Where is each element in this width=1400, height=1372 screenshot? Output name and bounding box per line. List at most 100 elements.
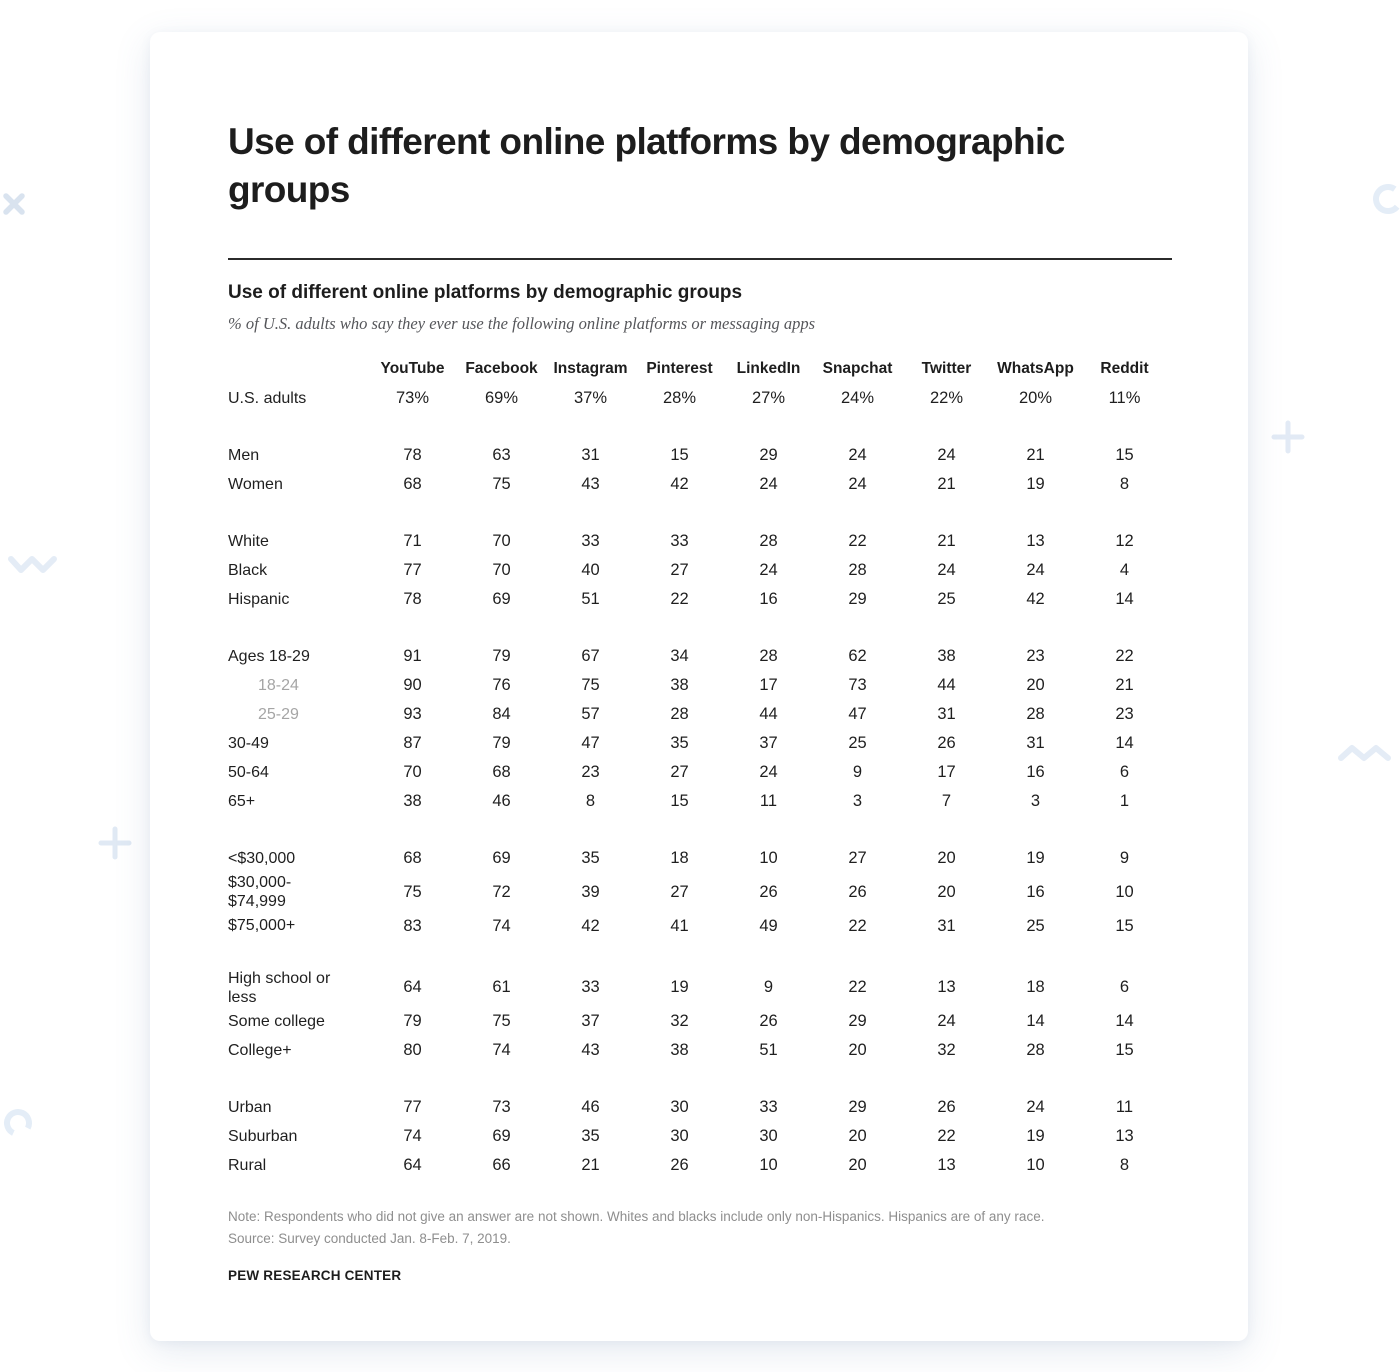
cell-value: 72 [492, 882, 511, 901]
cell-value: 90 [403, 676, 422, 695]
cell-value: 22 [848, 532, 867, 551]
cell-value: 64 [403, 1155, 422, 1174]
note-text: Note: Respondents who did not give an an… [228, 1208, 1045, 1224]
cell-value: 74 [492, 1040, 511, 1059]
cell-value: 9 [763, 978, 774, 997]
row-label: Women [228, 476, 283, 494]
cell-value: 79 [403, 1011, 422, 1030]
cell-value: 79 [492, 734, 511, 753]
cell-value: 62 [848, 647, 867, 666]
cell-value: 37 [759, 734, 778, 753]
cell-value: 21 [581, 1155, 600, 1174]
cell-value: 16 [759, 590, 778, 609]
cell-value: 43 [581, 475, 600, 494]
cell-value: 75 [581, 676, 600, 695]
source-text: Source: Survey conducted Jan. 8-Feb. 7, … [228, 1230, 511, 1246]
cell-value: 40 [581, 561, 600, 580]
row-label: High school or less [228, 969, 331, 1006]
cell-value: 22% [929, 389, 964, 408]
table-row-group: <$30,000 68 69 35 18 10 27 20 19 9 $30,000- $74,99… [228, 844, 1172, 940]
cell-value: 26 [937, 734, 956, 753]
column-header: Reddit [1100, 360, 1149, 378]
table-row: 50-64 70 68 23 27 24 9 17 16 6 [228, 758, 1172, 787]
cell-value: 20 [848, 1155, 867, 1174]
cell-value: 44 [759, 705, 778, 724]
cell-value: 69% [484, 389, 519, 408]
cell-value: 44 [937, 676, 956, 695]
row-label: Hispanic [228, 591, 290, 609]
cell-value: 25 [1026, 916, 1045, 935]
table-row: $30,000- $74,999 75 72 39 27 26 26 20 16 10 [228, 873, 1172, 911]
table-row: Women 68 75 43 42 24 24 21 19 8 [228, 470, 1172, 499]
cell-value: 28 [1026, 1040, 1045, 1059]
cell-value: 75 [403, 882, 422, 901]
table-row-group: White 71 70 33 33 28 22 21 13 12 Black 77 70 40 27 24 28… [228, 527, 1172, 614]
table-subtitle: % of U.S. adults who say they ever use t… [228, 314, 816, 334]
table-row-group: U.S. adults 73% 69% 37% 28% 27% 24% 22% 20% 11% [228, 384, 1172, 413]
cell-value: 6 [1119, 978, 1130, 997]
table-row-group: Ages 18-29 91 79 67 34 28 62 38 23 22 18-24 90 76 75 3… [228, 642, 1172, 816]
cell-value: 28 [670, 705, 689, 724]
cell-value: 15 [1115, 916, 1134, 935]
cell-value: 47 [848, 705, 867, 724]
cell-value: 3 [1030, 792, 1041, 811]
cell-value: 35 [670, 734, 689, 753]
column-header: Twitter [921, 360, 972, 378]
cell-value: 32 [670, 1011, 689, 1030]
cell-value: 9 [1119, 849, 1130, 868]
row-label: Rural [228, 1156, 267, 1174]
zigzag-icon [8, 552, 60, 578]
cell-value: 70 [403, 763, 422, 782]
column-header: Facebook [465, 360, 538, 378]
attribution: PEW RESEARCH CENTER [228, 1267, 402, 1283]
cell-value: 46 [581, 1097, 600, 1116]
cell-value: 27 [670, 882, 689, 901]
cell-value: 24% [840, 389, 875, 408]
cell-value: 73% [395, 389, 430, 408]
cell-value: 78 [403, 590, 422, 609]
cell-value: 13 [937, 978, 956, 997]
cell-value: 68 [403, 849, 422, 868]
cell-value: 14 [1115, 590, 1134, 609]
table-row: College+ 80 74 43 38 51 20 32 28 15 [228, 1036, 1172, 1065]
cell-value: 37% [573, 389, 608, 408]
cell-value: 28% [662, 389, 697, 408]
cell-value: 38 [670, 1040, 689, 1059]
cell-value: 33 [759, 1097, 778, 1116]
cell-value: 16 [1026, 763, 1045, 782]
row-label: College+ [228, 1041, 292, 1059]
cell-value: 24 [937, 561, 956, 580]
cell-value: 29 [848, 1011, 867, 1030]
cell-value: 3 [852, 792, 863, 811]
table-row: Some college 79 75 37 32 26 29 24 14 14 [228, 1007, 1172, 1036]
cell-value: 27 [670, 763, 689, 782]
cell-value: 21 [937, 532, 956, 551]
report-card: Use of different online platforms by dem… [150, 32, 1248, 1341]
cell-value: 76 [492, 676, 511, 695]
cell-value: 21 [937, 475, 956, 494]
cell-value: 13 [1115, 1126, 1134, 1145]
cell-value: 69 [492, 849, 511, 868]
table-row: Men 78 63 31 15 29 24 24 21 15 [228, 441, 1172, 470]
cell-value: 41 [670, 916, 689, 935]
cell-value: 26 [848, 882, 867, 901]
cell-value: 11% [1108, 389, 1141, 408]
cell-value: 37 [581, 1011, 600, 1030]
cell-value: 93 [403, 705, 422, 724]
row-label: 18-24 [258, 677, 299, 695]
table-row: 30-49 87 79 47 35 37 25 26 31 14 [228, 729, 1172, 758]
row-label: 25-29 [258, 706, 299, 724]
table-row: U.S. adults 73% 69% 37% 28% 27% 24% 22% 20% 11% [228, 384, 1172, 413]
cell-value: 15 [1115, 446, 1134, 465]
cell-value: 30 [670, 1126, 689, 1145]
cell-value: 31 [581, 446, 600, 465]
cell-value: 26 [670, 1155, 689, 1174]
table-row: $75,000+ 83 74 42 41 49 22 31 25 15 [228, 912, 1172, 941]
cell-value: 27 [670, 561, 689, 580]
cell-value: 18 [1026, 978, 1045, 997]
cell-value: 35 [581, 849, 600, 868]
cell-value: 75 [492, 1011, 511, 1030]
cell-value: 67 [581, 647, 600, 666]
cell-value: 16 [1026, 882, 1045, 901]
cell-value: 30 [670, 1097, 689, 1116]
